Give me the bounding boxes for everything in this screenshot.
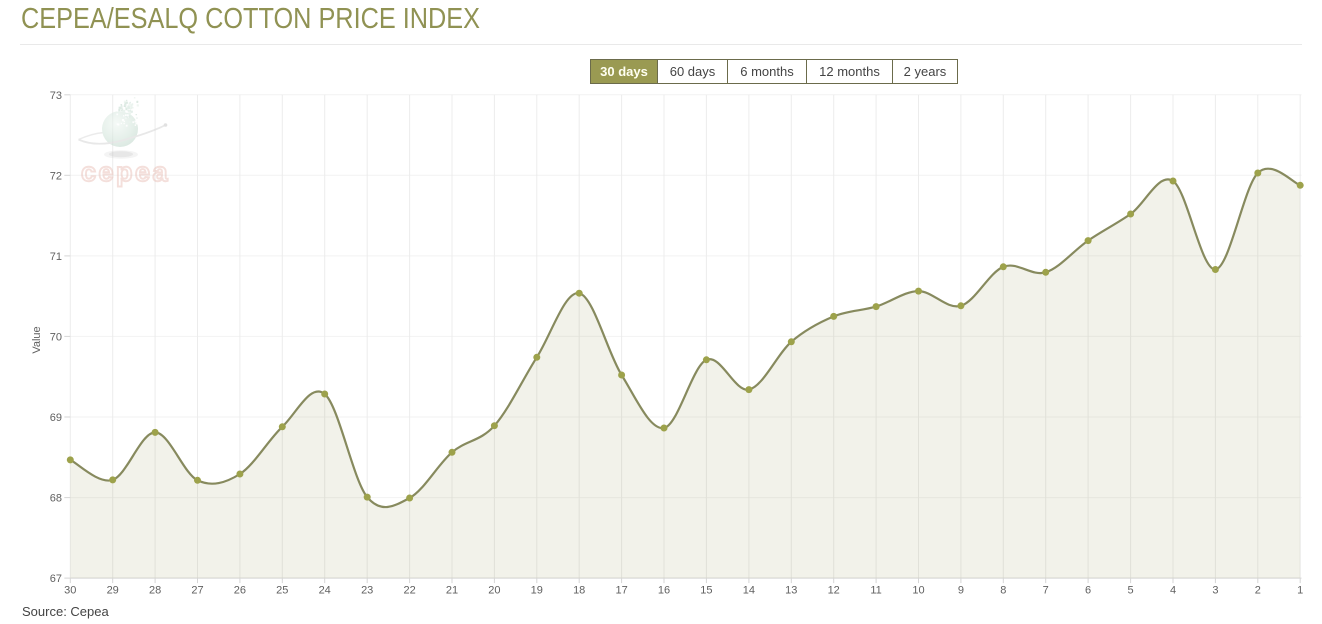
svg-text:25: 25 [276,585,288,597]
svg-text:20: 20 [488,585,500,597]
svg-text:71: 71 [50,251,62,263]
svg-text:26: 26 [234,585,246,597]
svg-text:23: 23 [361,585,373,597]
svg-text:17: 17 [615,585,627,597]
svg-text:2: 2 [1255,585,1261,597]
svg-text:12: 12 [828,585,840,597]
svg-text:27: 27 [191,585,203,597]
svg-text:30: 30 [64,585,76,597]
svg-text:4: 4 [1170,585,1176,597]
svg-text:7: 7 [1043,585,1049,597]
svg-text:1: 1 [1297,585,1303,597]
svg-text:67: 67 [50,573,62,585]
svg-text:16: 16 [658,585,670,597]
svg-text:6: 6 [1085,585,1091,597]
svg-text:68: 68 [50,493,62,505]
svg-text:69: 69 [50,412,62,424]
svg-text:72: 72 [50,170,62,182]
svg-text:10: 10 [912,585,924,597]
svg-text:18: 18 [573,585,585,597]
svg-text:8: 8 [1000,585,1006,597]
svg-text:14: 14 [743,585,755,597]
svg-text:29: 29 [107,585,119,597]
svg-text:15: 15 [700,585,712,597]
svg-text:22: 22 [403,585,415,597]
svg-text:21: 21 [446,585,458,597]
svg-text:19: 19 [531,585,543,597]
svg-text:70: 70 [50,331,62,343]
svg-text:13: 13 [785,585,797,597]
svg-text:24: 24 [319,585,331,597]
svg-text:9: 9 [958,585,964,597]
svg-text:cepea: cepea [81,157,170,187]
svg-text:11: 11 [870,585,881,597]
svg-text:73: 73 [50,90,62,102]
svg-text:3: 3 [1212,585,1218,597]
svg-text:Value: Value [31,326,43,353]
svg-text:28: 28 [149,585,161,597]
svg-text:5: 5 [1128,585,1134,597]
